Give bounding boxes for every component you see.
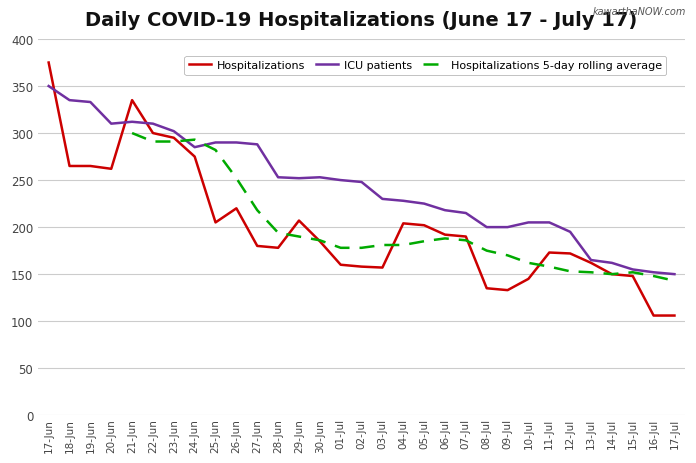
Hospitalizations 5-day rolling average (378, 243, 386, 248)
Hospitalizations (107, 167, 116, 172)
Hospitalizations 5-day rolling average (128, 131, 136, 137)
ICU patients (503, 225, 512, 231)
ICU patients (316, 175, 324, 181)
Hospitalizations (357, 264, 365, 270)
Text: kawarthaNOW.com: kawarthaNOW.com (592, 7, 686, 17)
Hospitalizations (566, 251, 574, 257)
Hospitalizations 5-day rolling average (545, 264, 553, 270)
ICU patients (149, 122, 157, 127)
ICU patients (357, 180, 365, 185)
Hospitalizations (86, 164, 95, 169)
Hospitalizations 5-day rolling average (191, 138, 199, 143)
Hospitalizations 5-day rolling average (441, 236, 449, 242)
Legend: Hospitalizations, ICU patients, Hospitalizations 5-day rolling average: Hospitalizations, ICU patients, Hospital… (184, 57, 666, 75)
ICU patients (191, 145, 199, 150)
ICU patients (482, 225, 491, 231)
ICU patients (232, 140, 241, 146)
Hospitalizations 5-day rolling average (253, 208, 262, 213)
Hospitalizations 5-day rolling average (170, 139, 178, 145)
Hospitalizations (482, 286, 491, 291)
Hospitalizations (170, 136, 178, 141)
ICU patients (65, 98, 74, 104)
Hospitalizations 5-day rolling average (566, 269, 574, 275)
ICU patients (545, 220, 553, 225)
Line: Hospitalizations 5-day rolling average: Hospitalizations 5-day rolling average (132, 134, 674, 281)
Hospitalizations 5-day rolling average (337, 245, 345, 251)
Hospitalizations (149, 131, 157, 137)
Hospitalizations 5-day rolling average (461, 238, 470, 244)
Hospitalizations 5-day rolling average (587, 270, 595, 275)
Hospitalizations 5-day rolling average (503, 253, 512, 258)
Hospitalizations (420, 223, 428, 229)
ICU patients (649, 270, 658, 275)
Hospitalizations 5-day rolling average (608, 272, 616, 277)
ICU patients (420, 201, 428, 207)
ICU patients (107, 122, 116, 127)
Hospitalizations (316, 239, 324, 244)
ICU patients (566, 230, 574, 235)
Hospitalizations 5-day rolling average (482, 248, 491, 254)
ICU patients (441, 208, 449, 213)
Hospitalizations (65, 164, 74, 169)
Hospitalizations (545, 250, 553, 256)
ICU patients (628, 267, 637, 273)
Hospitalizations 5-day rolling average (420, 239, 428, 244)
Title: Daily COVID-19 Hospitalizations (June 17 - July 17): Daily COVID-19 Hospitalizations (June 17… (86, 11, 638, 30)
ICU patients (170, 129, 178, 135)
Hospitalizations (524, 276, 532, 282)
Hospitalizations (587, 261, 595, 266)
Hospitalizations 5-day rolling average (524, 261, 532, 266)
Hospitalizations (45, 61, 53, 66)
Hospitalizations (191, 155, 199, 160)
Hospitalizations 5-day rolling average (399, 243, 407, 248)
ICU patients (86, 100, 95, 106)
Hospitalizations (399, 221, 407, 227)
Hospitalizations (212, 220, 220, 225)
ICU patients (212, 140, 220, 146)
Hospitalizations 5-day rolling average (649, 274, 658, 279)
Line: Hospitalizations: Hospitalizations (49, 63, 674, 316)
ICU patients (253, 142, 262, 148)
Hospitalizations (378, 265, 386, 271)
Line: ICU patients: ICU patients (49, 87, 674, 275)
ICU patients (399, 199, 407, 204)
Hospitalizations 5-day rolling average (274, 231, 283, 236)
Hospitalizations 5-day rolling average (670, 278, 679, 284)
Hospitalizations 5-day rolling average (295, 234, 303, 240)
Hospitalizations (274, 245, 283, 251)
ICU patients (128, 120, 136, 125)
ICU patients (337, 178, 345, 183)
Hospitalizations (337, 263, 345, 268)
Hospitalizations (503, 288, 512, 293)
Hospitalizations (441, 232, 449, 238)
ICU patients (378, 197, 386, 202)
Hospitalizations (649, 313, 658, 319)
Hospitalizations (461, 234, 470, 240)
ICU patients (524, 220, 532, 225)
ICU patients (45, 84, 53, 90)
Hospitalizations (128, 98, 136, 104)
Hospitalizations (253, 244, 262, 249)
Hospitalizations 5-day rolling average (212, 148, 220, 153)
Hospitalizations (670, 313, 679, 319)
ICU patients (461, 211, 470, 216)
Hospitalizations 5-day rolling average (232, 176, 241, 181)
Hospitalizations 5-day rolling average (357, 245, 365, 251)
Hospitalizations (608, 272, 616, 277)
Hospitalizations 5-day rolling average (628, 270, 637, 275)
ICU patients (670, 272, 679, 277)
ICU patients (274, 175, 283, 181)
Hospitalizations 5-day rolling average (316, 238, 324, 244)
Hospitalizations (232, 206, 241, 212)
ICU patients (608, 261, 616, 266)
ICU patients (295, 176, 303, 181)
Hospitalizations (295, 218, 303, 224)
ICU patients (587, 258, 595, 263)
Hospitalizations 5-day rolling average (149, 139, 157, 145)
Hospitalizations (628, 274, 637, 279)
